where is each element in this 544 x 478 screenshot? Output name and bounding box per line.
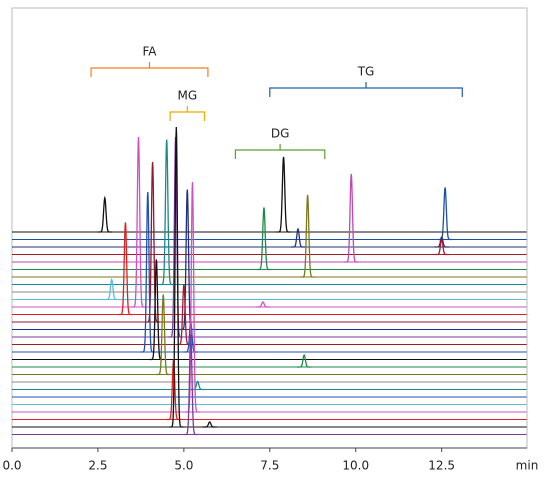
peak [97,195,113,233]
peak [434,236,449,248]
peak [202,421,217,428]
peak [140,191,155,353]
peak [166,359,181,421]
peak [183,334,198,436]
x-axis-unit: min [516,459,539,473]
peak [344,173,359,263]
bracket-label: MG [177,89,197,103]
x-tick-label: 12.5 [428,459,455,473]
bracket [90,62,209,77]
bracket-label: DG [271,127,290,141]
peak [185,181,200,413]
peak [104,278,119,301]
x-tick-label: 2.5 [88,459,107,473]
peak [300,194,315,278]
peak [159,139,174,286]
x-tick-label: 0.0 [2,459,21,473]
bracket [234,144,326,159]
bracket-label: TG [357,65,375,79]
peak [256,207,272,271]
peak [296,353,312,368]
x-tick-label: 5.0 [174,459,193,473]
peak [290,227,306,248]
peak [169,126,184,428]
bracket [269,82,463,97]
bracket-label: FA [142,45,157,59]
x-tick-label: 7.5 [260,459,279,473]
peak [145,161,160,323]
peak [276,156,291,233]
peak [131,136,146,308]
peak [434,238,449,256]
peak [255,301,271,308]
peak [118,222,133,316]
x-tick-label: 10.0 [342,459,369,473]
peak [156,294,171,376]
bracket [169,106,206,121]
